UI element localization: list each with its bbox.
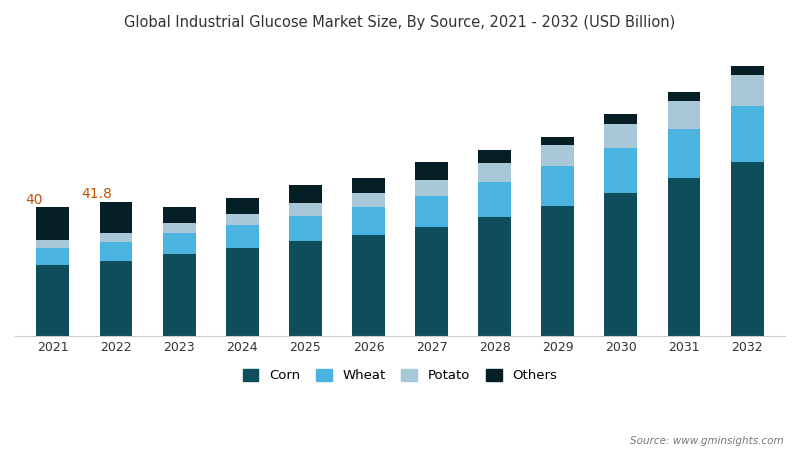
- Bar: [162, 207, 195, 223]
- Bar: [37, 207, 70, 240]
- Text: 41.8: 41.8: [82, 188, 113, 202]
- Bar: [99, 242, 132, 261]
- Bar: [668, 101, 701, 129]
- Bar: [37, 248, 70, 266]
- Bar: [99, 233, 132, 242]
- Bar: [605, 114, 638, 124]
- Text: 40: 40: [25, 193, 42, 207]
- Bar: [37, 266, 70, 336]
- Bar: [162, 254, 195, 336]
- Bar: [289, 185, 322, 203]
- Bar: [730, 162, 763, 336]
- Bar: [352, 207, 385, 235]
- Bar: [226, 214, 258, 225]
- Bar: [415, 162, 448, 180]
- Bar: [730, 66, 763, 76]
- Bar: [162, 233, 195, 254]
- Bar: [415, 196, 448, 227]
- Text: Source: www.gminsights.com: Source: www.gminsights.com: [630, 436, 784, 446]
- Bar: [289, 203, 322, 216]
- Bar: [99, 261, 132, 336]
- Bar: [352, 235, 385, 336]
- Bar: [542, 166, 574, 206]
- Bar: [415, 180, 448, 196]
- Bar: [730, 76, 763, 106]
- Title: Global Industrial Glucose Market Size, By Source, 2021 - 2032 (USD Billion): Global Industrial Glucose Market Size, B…: [124, 15, 676, 30]
- Bar: [542, 144, 574, 166]
- Bar: [478, 163, 511, 182]
- Bar: [415, 227, 448, 336]
- Bar: [605, 193, 638, 336]
- Bar: [226, 225, 258, 248]
- Legend: Corn, Wheat, Potato, Others: Corn, Wheat, Potato, Others: [238, 364, 562, 387]
- Bar: [289, 216, 322, 241]
- Bar: [478, 182, 511, 217]
- Bar: [226, 198, 258, 214]
- Bar: [37, 240, 70, 248]
- Bar: [730, 106, 763, 162]
- Bar: [668, 129, 701, 179]
- Bar: [542, 206, 574, 336]
- Bar: [99, 202, 132, 233]
- Bar: [668, 179, 701, 336]
- Bar: [478, 217, 511, 336]
- Bar: [226, 248, 258, 336]
- Bar: [289, 241, 322, 336]
- Bar: [162, 223, 195, 233]
- Bar: [352, 179, 385, 193]
- Bar: [668, 91, 701, 101]
- Bar: [605, 124, 638, 148]
- Bar: [542, 137, 574, 144]
- Bar: [352, 193, 385, 207]
- Bar: [605, 148, 638, 193]
- Bar: [478, 149, 511, 163]
